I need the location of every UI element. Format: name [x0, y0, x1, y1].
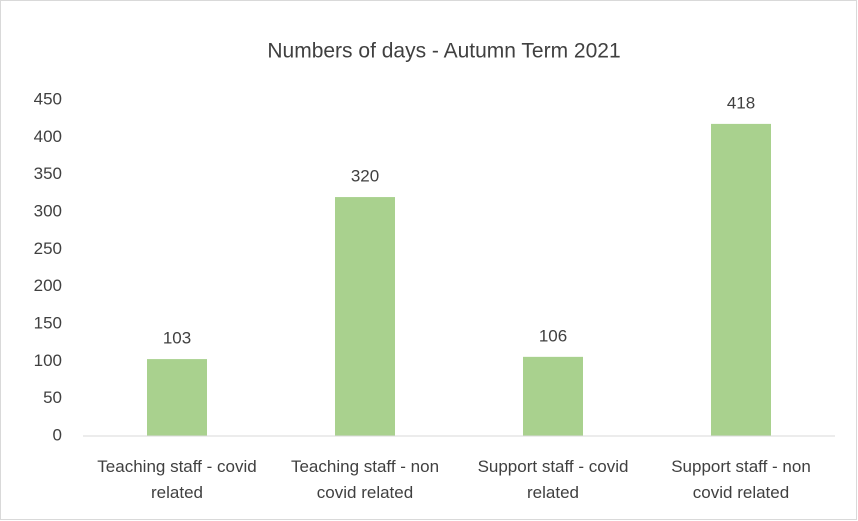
- y-tick-label: 0: [53, 425, 62, 444]
- bar: [147, 359, 207, 436]
- chart-title: Numbers of days - Autumn Term 2021: [267, 40, 620, 63]
- y-tick-label: 300: [34, 201, 62, 220]
- bar: [711, 123, 771, 436]
- y-tick-label: 250: [34, 239, 62, 258]
- bar: [523, 356, 583, 436]
- x-tick-label: Teaching staff - covid related: [97, 457, 257, 502]
- data-label: 320: [351, 167, 379, 186]
- x-tick-label: Teaching staff - non covid related: [290, 457, 440, 502]
- y-tick-label: 200: [34, 276, 62, 295]
- x-tick-label: Support staff - non covid related: [671, 457, 811, 502]
- data-label: 106: [539, 326, 567, 345]
- x-tick-label: Support staff - covid related: [477, 457, 629, 502]
- y-tick-label: 50: [43, 388, 62, 407]
- data-label: 103: [163, 329, 191, 348]
- y-tick-label: 450: [34, 89, 62, 108]
- y-tick-label: 350: [34, 164, 62, 183]
- bar: [335, 197, 395, 436]
- y-tick-label: 150: [34, 313, 62, 332]
- y-tick-label: 100: [34, 351, 62, 370]
- y-tick-label: 400: [34, 127, 62, 146]
- data-label: 418: [727, 93, 755, 112]
